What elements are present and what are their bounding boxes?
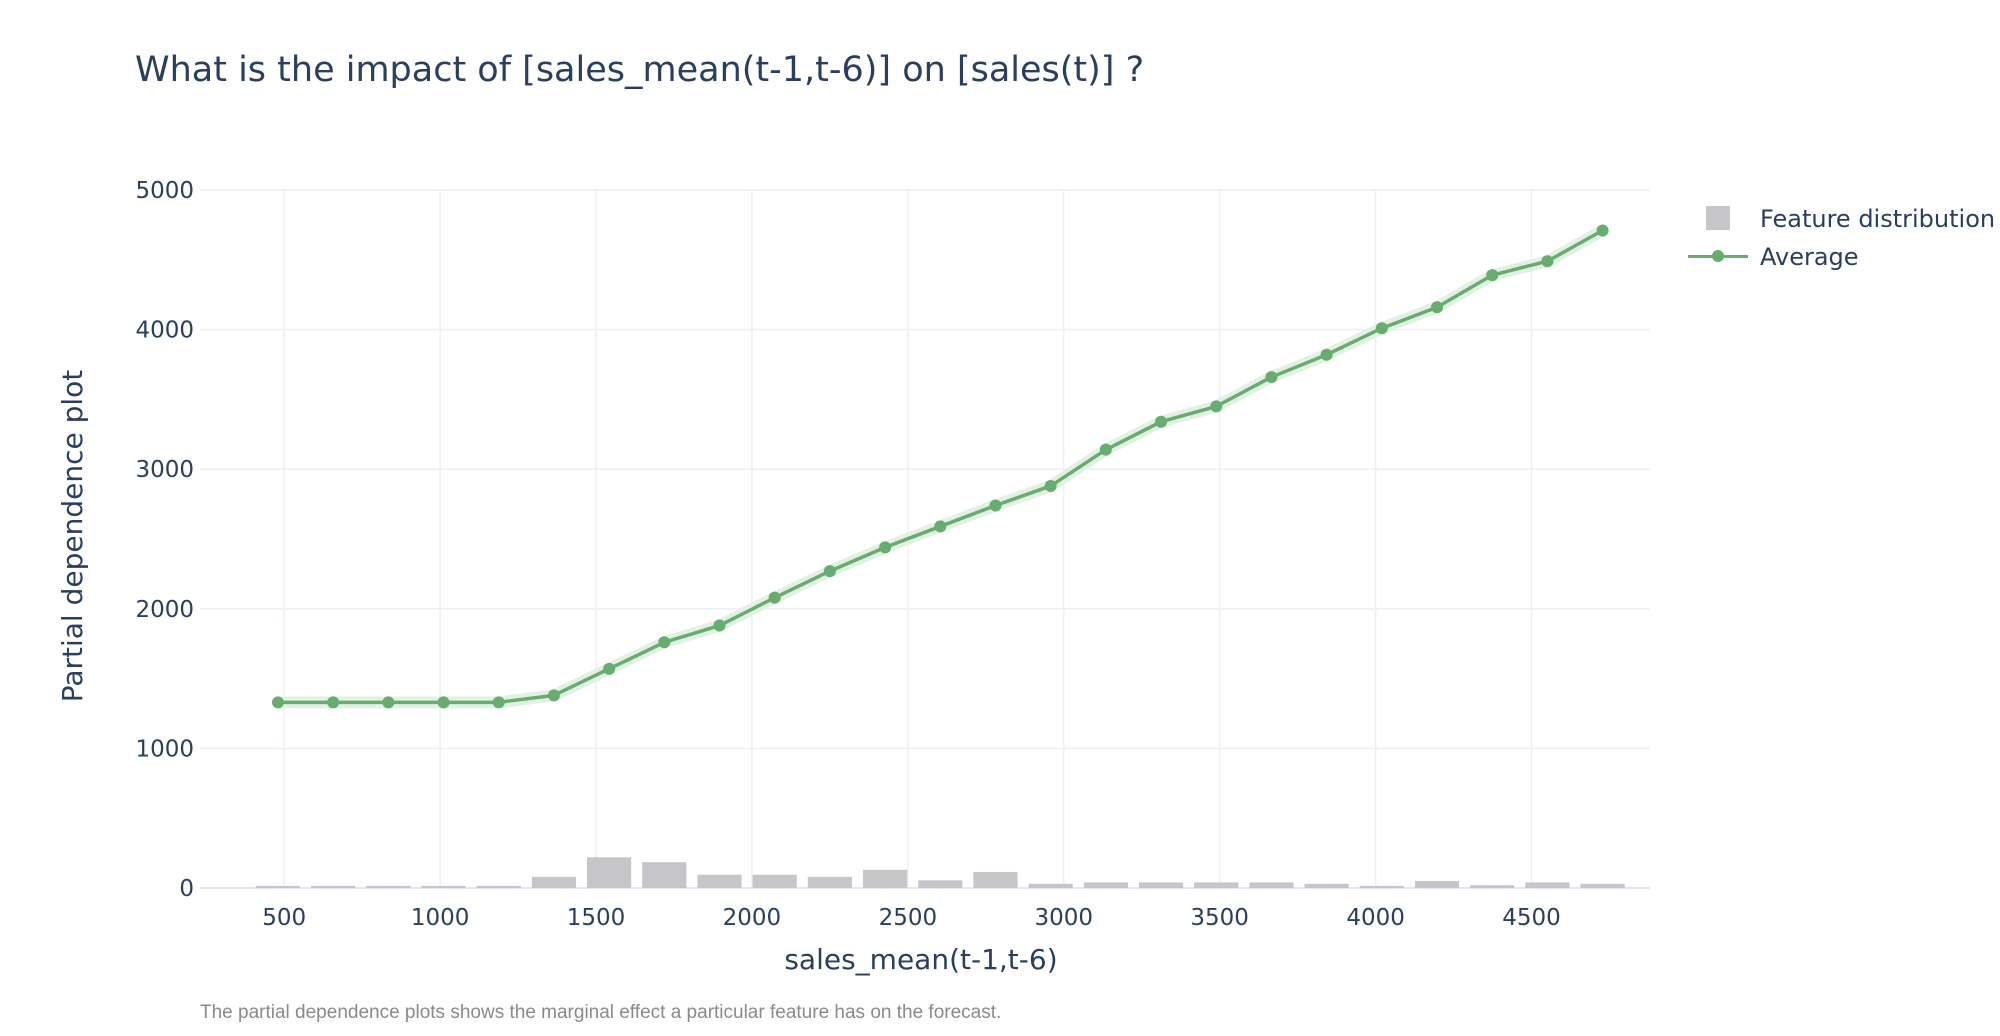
gridlines (200, 189, 1650, 889)
distribution-bar[interactable] (531, 876, 577, 888)
average-point[interactable] (492, 696, 505, 709)
x-tick-label: 500 (262, 905, 306, 931)
distribution-bar[interactable] (311, 885, 356, 888)
distribution-bar[interactable] (918, 880, 963, 888)
distribution-bar[interactable] (807, 876, 852, 888)
average-point[interactable] (1596, 224, 1609, 237)
average-point[interactable] (879, 541, 892, 554)
average-point[interactable] (658, 636, 671, 649)
average-point[interactable] (382, 696, 395, 709)
x-tick-label: 1500 (567, 905, 626, 931)
average-point[interactable] (1099, 443, 1112, 456)
average-point[interactable] (1375, 322, 1388, 335)
y-axis-title: Partial dependence plot (56, 370, 89, 703)
distribution-bar[interactable] (366, 885, 411, 888)
average-point[interactable] (713, 619, 726, 632)
distribution-bar[interactable] (1194, 882, 1239, 888)
y-tick-label: 4000 (135, 318, 194, 344)
distribution-bar[interactable] (1470, 885, 1515, 888)
average-point[interactable] (1210, 400, 1223, 413)
y-tick-label: 5000 (135, 178, 194, 204)
distribution-bar[interactable] (1304, 883, 1349, 888)
distribution-bar[interactable] (863, 869, 908, 888)
average-confidence-band (277, 225, 1606, 709)
footnote: The partial dependence plots shows the m… (200, 1002, 1002, 1023)
x-tick-label: 1000 (411, 905, 470, 931)
average-point[interactable] (989, 499, 1002, 512)
legend: Feature distribution Average (1688, 200, 1995, 276)
average-point[interactable] (1265, 371, 1278, 384)
average-point[interactable] (1155, 415, 1168, 428)
average-point[interactable] (437, 696, 450, 709)
distribution-bar[interactable] (752, 874, 797, 888)
average-point[interactable] (1044, 479, 1057, 492)
axis-ticks: 500 1000 1500 2000 2500 3000 3500 4000 4500 0 1000… (135, 178, 1560, 931)
y-tick-label: 1000 (135, 736, 194, 762)
distribution-bar[interactable] (1138, 882, 1184, 888)
y-tick-label: 0 (179, 876, 194, 902)
distribution-bar[interactable] (255, 885, 301, 888)
average-point[interactable] (1320, 348, 1333, 361)
x-tick-label: 4000 (1346, 905, 1405, 931)
y-tick-label: 2000 (135, 597, 194, 623)
average-point[interactable] (603, 662, 616, 675)
distribution-bar[interactable] (1414, 881, 1460, 888)
x-tick-label: 2500 (879, 905, 938, 931)
average-point[interactable] (1486, 269, 1499, 282)
x-tick-label: 2000 (723, 905, 782, 931)
distribution-bar[interactable] (587, 857, 632, 888)
average-point[interactable] (327, 696, 340, 709)
feature-distribution-bars[interactable] (255, 857, 1625, 888)
average-point[interactable] (823, 565, 836, 578)
x-tick-label: 3000 (1034, 905, 1093, 931)
chart-title: What is the impact of [sales_mean(t-1,t-… (135, 50, 1145, 90)
legend-item-feature-distribution[interactable]: Feature distribution (1688, 200, 1995, 238)
distribution-bar[interactable] (642, 862, 687, 888)
average-line[interactable] (277, 228, 1604, 705)
x-tick-label: 4500 (1502, 905, 1561, 931)
distribution-bar[interactable] (1249, 882, 1294, 888)
distribution-bar[interactable] (476, 885, 521, 888)
legend-label: Feature distribution (1760, 205, 1996, 233)
distribution-bar[interactable] (1359, 885, 1404, 888)
distribution-bar[interactable] (1083, 882, 1128, 888)
x-tick-label: 3500 (1190, 905, 1249, 931)
average-point[interactable] (547, 689, 560, 702)
average-line-series[interactable] (271, 224, 1609, 709)
distribution-bar[interactable] (1028, 883, 1073, 888)
distribution-bar[interactable] (421, 885, 466, 888)
distribution-bar[interactable] (973, 871, 1018, 888)
average-point[interactable] (768, 591, 781, 604)
distribution-bar[interactable] (1580, 883, 1625, 888)
legend-label: Average (1760, 243, 1859, 271)
distribution-bar[interactable] (1525, 882, 1570, 888)
y-tick-label: 3000 (135, 457, 194, 483)
distribution-bar[interactable] (697, 874, 742, 888)
legend-item-average[interactable]: Average (1688, 238, 1995, 276)
x-axis-title: sales_mean(t-1,t-6) (784, 943, 1057, 976)
line-marker-swatch-icon (1688, 238, 1748, 276)
bar-swatch-icon (1688, 200, 1748, 238)
average-point[interactable] (1431, 301, 1444, 314)
average-point[interactable] (1541, 255, 1554, 268)
average-point[interactable] (271, 696, 284, 709)
average-point[interactable] (934, 520, 947, 533)
